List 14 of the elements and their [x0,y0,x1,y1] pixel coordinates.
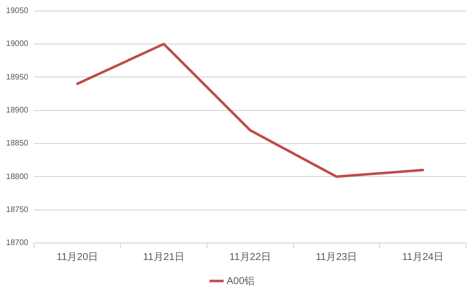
x-tick-label: 11月22日 [229,252,271,263]
x-tick-label: 11月23日 [316,252,358,263]
x-tick-label: 11月20日 [56,252,98,263]
y-tick-label: 19000 [6,39,29,48]
x-tick-label: 11月24日 [402,252,444,263]
y-tick-label: 18950 [6,72,29,82]
y-tick-label: 18800 [6,172,29,181]
y-tick-label: 18700 [6,238,29,248]
y-tick-label: 18850 [6,138,29,148]
y-tick-label: 18900 [6,106,29,115]
y-tick-label: 19050 [6,6,29,16]
y-tick-label: 18750 [6,205,29,214]
x-tick-label: 11月21日 [143,252,185,263]
legend-label: A00铝 [226,276,254,287]
